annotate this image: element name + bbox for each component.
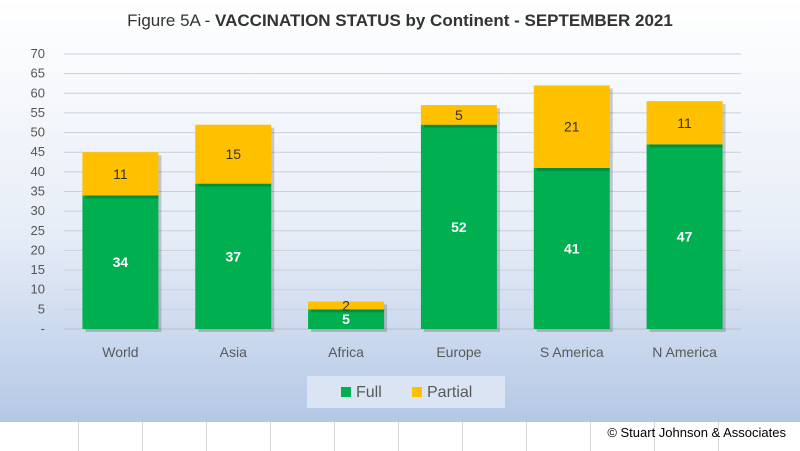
- data-label: 41: [564, 240, 580, 256]
- y-tick-label: 50: [31, 125, 45, 140]
- x-category-label: S America: [540, 344, 604, 360]
- data-label: 5: [342, 311, 350, 327]
- y-tick-label: 65: [31, 66, 45, 81]
- data-label: 2: [342, 297, 350, 313]
- bar-partial-asia: [195, 124, 272, 184]
- data-label: 52: [451, 219, 467, 235]
- bar-full-europe: [420, 124, 497, 329]
- chart-title-prefix: Figure 5A -: [127, 11, 216, 30]
- copyright-text: © Stuart Johnson & Associates: [607, 425, 786, 440]
- y-tick-label: 55: [31, 105, 45, 120]
- chart-plot: -5101520253035404550556065703411World371…: [31, 46, 741, 401]
- legend-label-partial: Partial: [427, 384, 472, 401]
- y-tick-label: 70: [31, 46, 45, 61]
- y-tick-label: 45: [31, 144, 45, 159]
- legend-swatch-full: [341, 387, 351, 397]
- y-tick-label: 10: [31, 282, 45, 297]
- x-category-label: N America: [652, 344, 717, 360]
- data-label: 11: [113, 166, 128, 182]
- bar-full-africa: [308, 309, 385, 329]
- spreadsheet-grid-strip: [0, 422, 800, 451]
- data-label: 5: [455, 107, 463, 123]
- chart-title: Figure 5A - VACCINATION STATUS by Contin…: [0, 11, 800, 31]
- y-tick-label: 40: [31, 164, 45, 179]
- bar-full-n-america: [646, 144, 723, 329]
- chart-title-main: VACCINATION STATUS by Continent - SEPTEM…: [215, 11, 673, 30]
- y-tick-label: 20: [31, 242, 45, 257]
- y-tick-label: -: [41, 321, 45, 336]
- y-tick-label: 5: [38, 301, 45, 316]
- data-label: 15: [225, 146, 241, 162]
- y-tick-label: 35: [31, 184, 45, 199]
- bar-partial-s-america: [533, 85, 610, 168]
- legend-label-full: Full: [356, 384, 382, 401]
- y-tick-label: 25: [31, 223, 45, 238]
- legend-swatch-partial: [412, 387, 422, 397]
- bar-partial-africa: [308, 301, 385, 310]
- data-label: 11: [677, 115, 692, 131]
- legend-background: [307, 376, 505, 408]
- y-tick-label: 15: [31, 262, 45, 277]
- bar-partial-n-america: [646, 101, 723, 145]
- bar-partial-europe: [420, 105, 497, 125]
- x-category-label: Africa: [328, 344, 364, 360]
- x-category-label: World: [102, 344, 138, 360]
- x-category-label: Europe: [436, 344, 481, 360]
- data-label: 37: [225, 248, 241, 264]
- bar-full-asia: [195, 183, 272, 329]
- data-label: 21: [564, 119, 580, 135]
- bar-full-s-america: [533, 167, 610, 329]
- y-tick-label: 30: [31, 203, 45, 218]
- data-label: 34: [113, 254, 129, 270]
- x-category-label: Asia: [220, 344, 247, 360]
- bar-full-world: [82, 195, 159, 329]
- y-tick-label: 60: [31, 85, 45, 100]
- data-label: 47: [677, 229, 693, 245]
- bar-partial-world: [82, 152, 159, 196]
